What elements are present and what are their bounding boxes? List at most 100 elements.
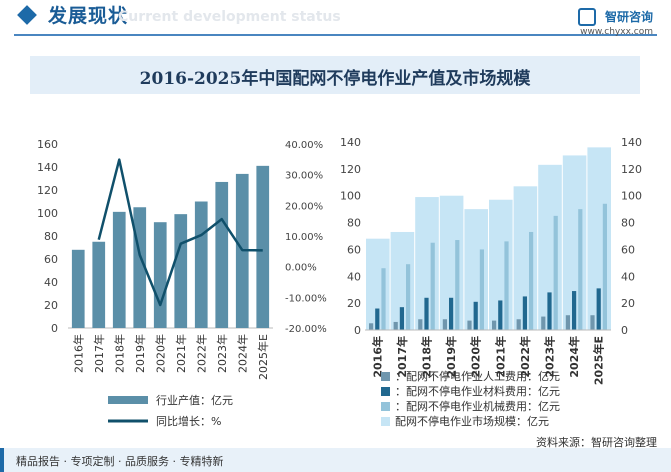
- bar-cost-component: [516, 319, 521, 330]
- bar-output-value: [256, 165, 270, 328]
- y-tick-label: 0: [51, 322, 58, 335]
- bar-cost-component: [492, 320, 497, 330]
- diamond-icon: [17, 5, 37, 25]
- bar-output-value: [153, 222, 167, 328]
- y2-tick-label: 30.00%: [285, 171, 323, 182]
- y2-tick-label: 20.00%: [285, 201, 323, 212]
- bar-output-value: [194, 201, 208, 328]
- y-tick-label: 120: [340, 163, 361, 176]
- bar-cost-component: [498, 300, 503, 330]
- x-tick-label: 2020年: [153, 334, 167, 373]
- brand: 智研咨询 www.chyxx.com: [577, 6, 653, 37]
- bar-output-value: [215, 181, 229, 328]
- y2-tick-label: 140: [621, 136, 642, 149]
- x-tick-label: 2016年: [370, 336, 384, 378]
- bar-cost-component: [424, 297, 429, 330]
- brand-logo-icon: [577, 7, 596, 26]
- legend-label: ：配网不停电作业机械费用：亿元: [395, 399, 560, 413]
- bar-cost-component: [590, 315, 595, 330]
- bar-cost-component: [467, 320, 472, 330]
- y-tick-label: 100: [340, 190, 361, 203]
- header-divider: [14, 34, 657, 36]
- y-tick-label: 140: [340, 136, 361, 149]
- y2-tick-label: 40: [621, 270, 635, 283]
- bar-output-value: [71, 249, 85, 328]
- y2-tick-label: -10.00%: [285, 293, 327, 304]
- y-tick-label: 140: [37, 161, 58, 174]
- bar-cost-component: [369, 323, 374, 330]
- x-tick-label: 2025年E: [256, 334, 270, 380]
- bar-cost-component: [473, 301, 478, 330]
- footer: 精品报告 · 专项定制 · 品质服务 · 专精特新: [0, 448, 671, 472]
- bar-cost-component: [455, 240, 460, 330]
- footer-slogan: 精品报告 · 专项定制 · 品质服务 · 专精特新: [16, 455, 224, 468]
- bar-cost-component: [553, 215, 558, 330]
- legend-swatch: [381, 387, 390, 396]
- brand-name: 智研咨询: [604, 10, 653, 24]
- y2-tick-label: 100: [621, 190, 642, 203]
- bar-cost-component: [381, 268, 386, 330]
- y-tick-label: 160: [37, 138, 58, 151]
- y2-tick-label: 20: [621, 297, 635, 310]
- legend-swatch: [381, 402, 390, 411]
- x-tick-label: 2021年: [174, 334, 188, 373]
- legend-label-output-value: 行业产值：亿元: [156, 393, 233, 407]
- bar-cost-component: [578, 209, 583, 330]
- y2-tick-label: 80: [621, 217, 635, 230]
- bar-cost-component: [430, 242, 435, 330]
- growth-rate-line: [97, 158, 263, 307]
- bar-cost-component: [602, 203, 607, 330]
- header: 发展现状 Current development status 智研咨询 www…: [0, 0, 671, 42]
- y-tick-label: 40: [347, 270, 361, 283]
- legend-swatch: [381, 372, 390, 381]
- y2-tick-label: 0.00%: [285, 263, 317, 274]
- section-ghost-subtitle: Current development status: [118, 9, 341, 25]
- y-tick-label: 80: [44, 230, 58, 243]
- chart-title-band: 2016-2025年中国配网不停电作业产值及市场规模: [30, 56, 640, 94]
- legend-label: ：配网不停电作业材料费用：亿元: [395, 384, 560, 398]
- bar-cost-component: [522, 296, 527, 330]
- y2-tick-label: 120: [621, 163, 642, 176]
- y-tick-label: 60: [44, 253, 58, 266]
- bar-cost-component: [547, 292, 552, 330]
- bar-output-value: [92, 241, 106, 328]
- x-tick-label: 2018年: [420, 336, 434, 378]
- x-tick-label: 2021年: [493, 336, 507, 378]
- y-tick-label: 100: [37, 207, 58, 220]
- market-size-chart: 0 20 40 60 80 100 120 140 0 20 40 60 80 100 120 140 2016…: [340, 136, 642, 428]
- x-tick-label: 2024年: [235, 334, 249, 373]
- bar-cost-component: [418, 319, 423, 330]
- y-tick-label: 20: [44, 299, 58, 312]
- bar-cost-component: [375, 308, 380, 330]
- x-tick-label: 2019年: [444, 336, 458, 378]
- legend-label-growth-rate: 同比增长：%: [156, 414, 221, 428]
- x-tick-label: 2017年: [395, 336, 409, 378]
- bar-cost-component: [565, 315, 570, 330]
- x-tick-label: 2019年: [133, 334, 147, 373]
- y-tick-label: 60: [347, 243, 361, 256]
- legend-label: 配网不停电作业市场规模：亿元: [395, 414, 549, 428]
- legend-swatch: [381, 417, 390, 426]
- x-tick-label: 2017年: [92, 334, 106, 373]
- bar-cost-component: [479, 249, 484, 330]
- brand-url: www.chyxx.com: [580, 26, 653, 37]
- x-tick-label: 2022年: [518, 336, 532, 378]
- bar-cost-component: [399, 307, 404, 330]
- bar-cost-component: [504, 241, 509, 330]
- bar-cost-component: [393, 321, 398, 330]
- y-tick-label: 80: [347, 217, 361, 230]
- bar-cost-component: [442, 319, 447, 330]
- y2-tick-label: -20.00%: [285, 324, 327, 335]
- bar-cost-component: [541, 316, 546, 330]
- bar-cost-component: [406, 264, 411, 330]
- y-tick-label: 120: [37, 184, 58, 197]
- x-tick-label: 2020年: [469, 336, 483, 378]
- bar-cost-component: [572, 291, 577, 330]
- y-tick-label: 20: [347, 297, 361, 310]
- bar-output-value: [112, 211, 126, 328]
- y2-tick-label: 0: [621, 324, 628, 337]
- bar-cost-component: [596, 288, 601, 330]
- x-tick-label: 2016年: [71, 334, 85, 373]
- x-tick-label: 2024年: [567, 336, 581, 378]
- bar-output-value: [174, 214, 188, 328]
